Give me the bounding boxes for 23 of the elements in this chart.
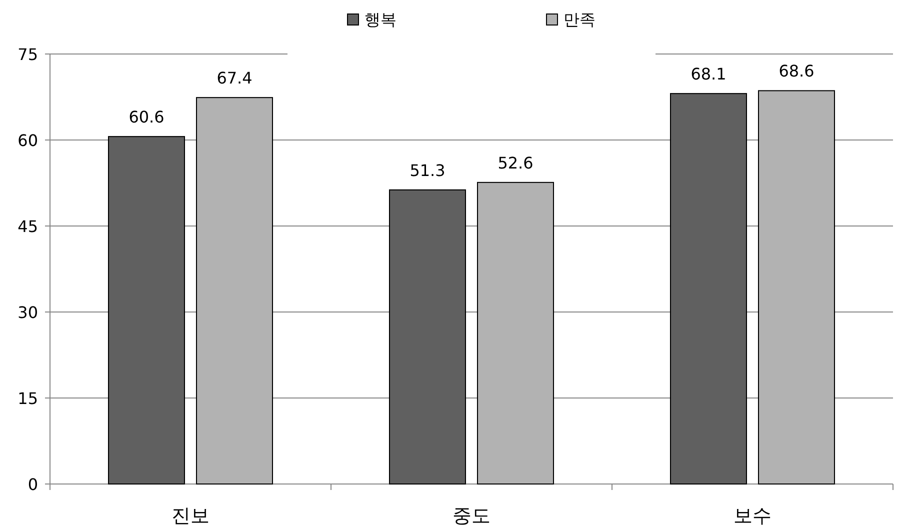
bar: [758, 90, 835, 484]
bar: [389, 189, 466, 484]
bar: [670, 93, 747, 484]
bar: [108, 136, 185, 484]
data-label: 60.6: [128, 108, 164, 127]
x-tick-label: 중도: [452, 505, 490, 527]
bar: [477, 182, 554, 484]
legend-label: 행복: [364, 10, 396, 29]
x-tick-label: 진보: [172, 505, 210, 527]
bar: [196, 97, 273, 484]
y-tick-label: 30: [18, 303, 38, 322]
legend-label: 만족: [564, 10, 596, 29]
data-label: 67.4: [216, 68, 252, 88]
y-tick-label: 75: [18, 45, 38, 64]
data-label: 52.6: [498, 153, 534, 172]
y-tick-label: 45: [18, 217, 38, 236]
x-tick-label: 보수: [734, 505, 772, 527]
y-tick-label: 0: [28, 475, 38, 494]
y-tick-label: 60: [18, 131, 38, 150]
y-tick-label: 15: [18, 389, 38, 408]
data-label: 68.6: [778, 62, 814, 81]
data-label: 51.3: [410, 160, 446, 180]
data-label: 68.1: [690, 64, 726, 84]
